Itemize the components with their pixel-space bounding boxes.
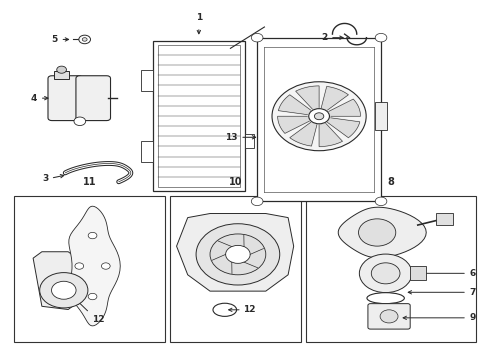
Text: 12: 12	[243, 305, 256, 314]
Text: 4: 4	[31, 94, 37, 103]
Circle shape	[88, 232, 97, 239]
Circle shape	[251, 33, 263, 42]
Circle shape	[210, 234, 266, 275]
Circle shape	[375, 197, 387, 206]
Circle shape	[196, 224, 280, 285]
Bar	[257, 38, 381, 201]
Bar	[170, 196, 301, 342]
Text: 8: 8	[387, 177, 394, 187]
Polygon shape	[290, 122, 317, 146]
Circle shape	[75, 263, 84, 269]
Polygon shape	[338, 207, 426, 258]
Polygon shape	[327, 118, 360, 138]
Ellipse shape	[367, 293, 404, 303]
Bar	[437, 213, 453, 225]
Circle shape	[57, 66, 67, 73]
Circle shape	[371, 263, 400, 284]
Circle shape	[225, 246, 250, 264]
Text: 5: 5	[52, 35, 58, 44]
Polygon shape	[69, 206, 120, 326]
Circle shape	[380, 310, 398, 323]
Text: 11: 11	[83, 177, 96, 187]
Text: 13: 13	[225, 133, 238, 142]
Polygon shape	[321, 86, 348, 110]
Circle shape	[79, 35, 91, 44]
Polygon shape	[176, 213, 294, 291]
Circle shape	[272, 82, 366, 151]
FancyBboxPatch shape	[48, 76, 83, 121]
Circle shape	[74, 117, 86, 126]
Circle shape	[40, 273, 88, 308]
Bar	[141, 141, 153, 162]
FancyBboxPatch shape	[368, 303, 410, 329]
Polygon shape	[295, 86, 319, 109]
Bar	[245, 134, 254, 148]
Circle shape	[359, 254, 412, 293]
Polygon shape	[278, 95, 311, 114]
Text: 12: 12	[92, 315, 104, 324]
Bar	[375, 102, 388, 130]
Circle shape	[375, 33, 387, 42]
Polygon shape	[278, 116, 309, 133]
Polygon shape	[329, 99, 361, 116]
Circle shape	[315, 113, 324, 120]
Bar	[153, 41, 245, 191]
Text: 7: 7	[469, 288, 476, 297]
Bar	[410, 266, 426, 280]
Circle shape	[82, 38, 87, 41]
Circle shape	[101, 263, 110, 269]
Circle shape	[309, 109, 329, 124]
FancyBboxPatch shape	[76, 76, 111, 121]
Ellipse shape	[213, 303, 237, 316]
Text: 6: 6	[469, 269, 476, 278]
Bar	[141, 70, 153, 91]
Circle shape	[51, 281, 76, 299]
Circle shape	[88, 293, 97, 300]
Polygon shape	[33, 252, 90, 310]
Circle shape	[359, 219, 396, 246]
Polygon shape	[319, 123, 343, 147]
Bar	[54, 72, 69, 78]
Bar	[306, 196, 476, 342]
Bar	[158, 45, 240, 187]
Text: 3: 3	[42, 175, 48, 184]
Text: 2: 2	[321, 33, 328, 42]
Text: 10: 10	[228, 177, 242, 187]
Text: 9: 9	[469, 313, 476, 322]
Circle shape	[251, 197, 263, 206]
Text: 1: 1	[196, 13, 202, 22]
Bar	[14, 196, 165, 342]
